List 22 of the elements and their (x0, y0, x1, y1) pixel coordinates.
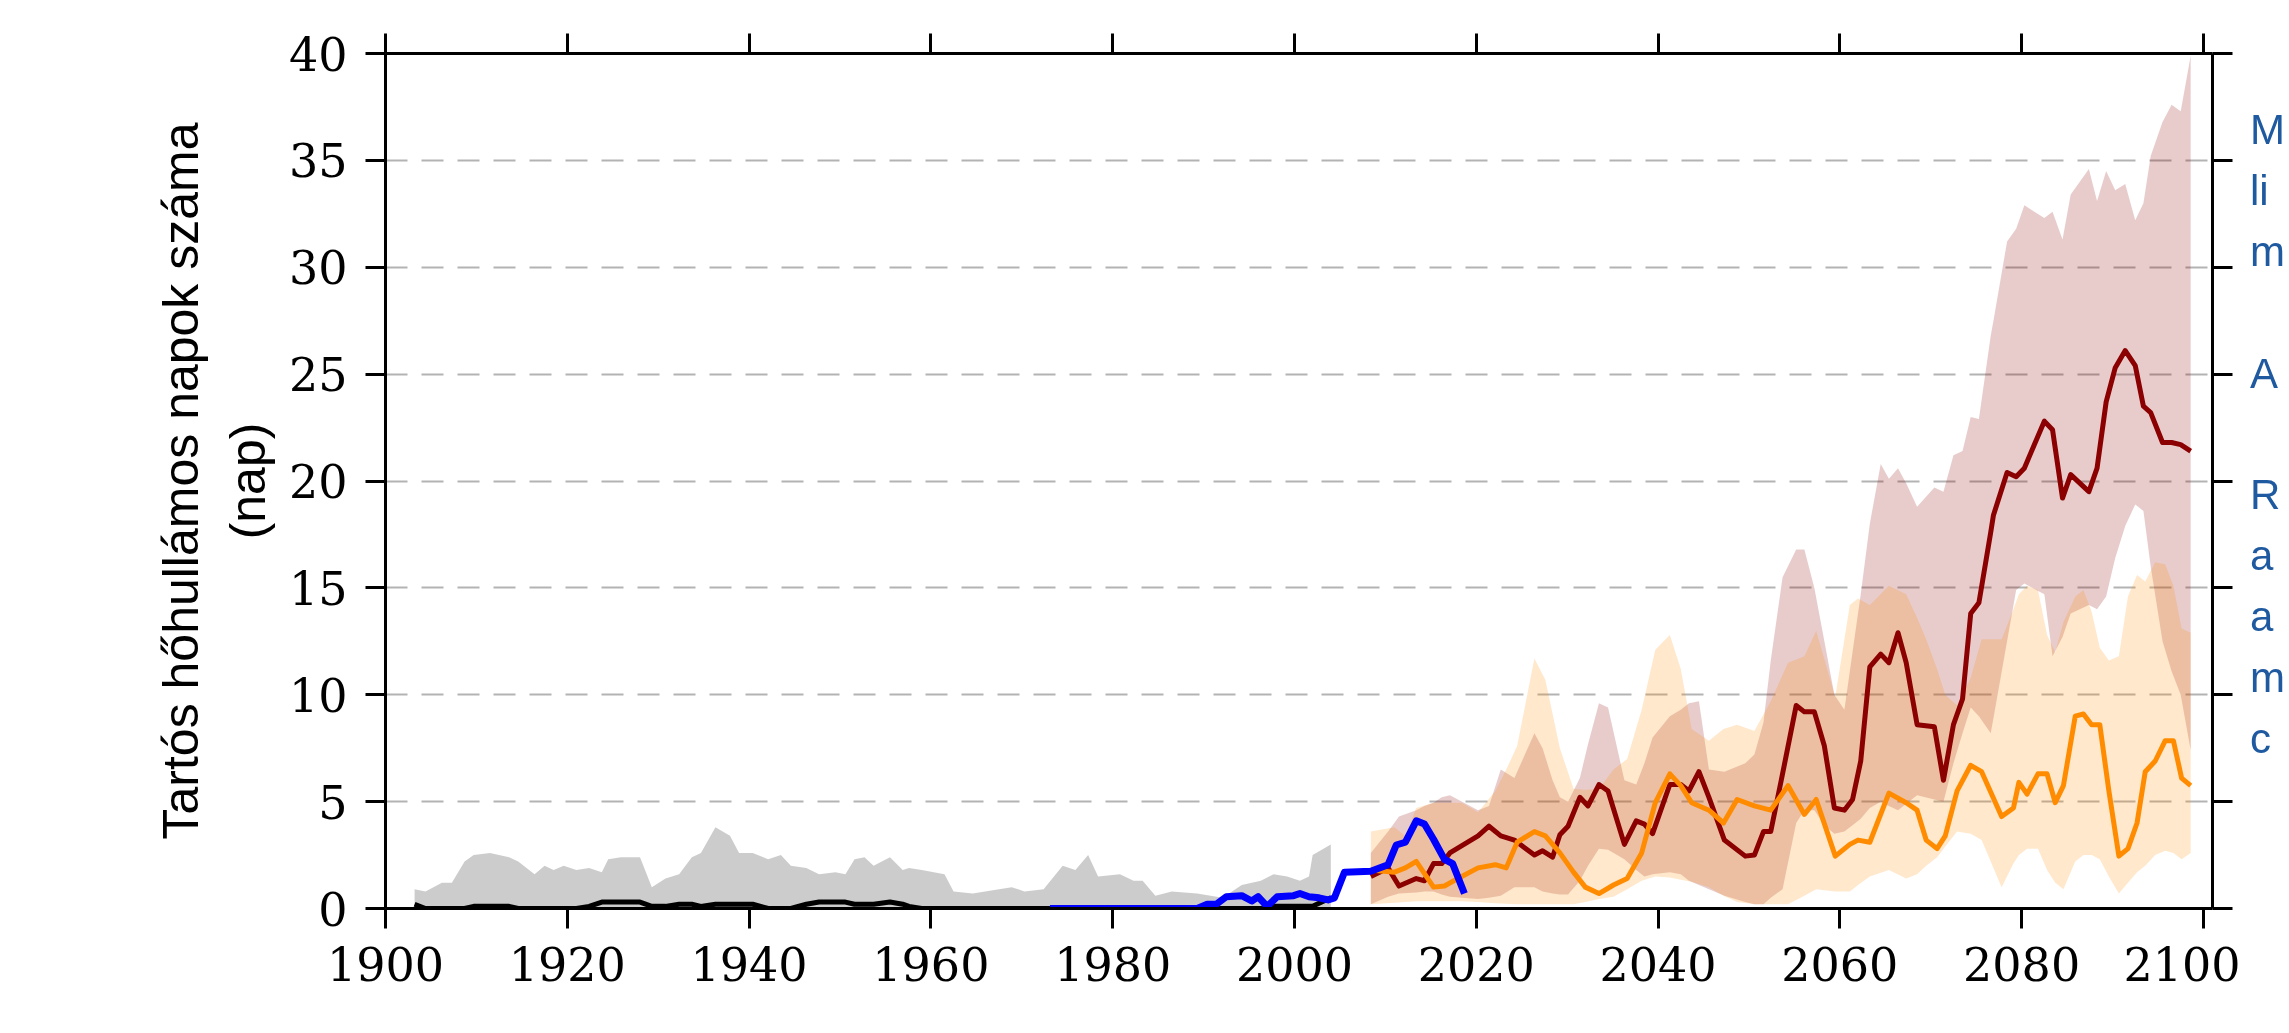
x-tick-label: 2040 (1599, 937, 1717, 992)
y-tick-label: 5 (318, 775, 348, 830)
x-tick-label: 2020 (1417, 937, 1535, 992)
y-tick-label: 35 (288, 134, 348, 189)
y-tick-label: 0 (318, 882, 348, 937)
x-tick-label: 2080 (1963, 937, 2081, 992)
x-tick-label: 2000 (1235, 937, 1353, 992)
y-tick-label: 30 (288, 241, 348, 296)
x-tick-label: 2100 (2123, 937, 2241, 992)
x-tick-label: 1960 (872, 937, 990, 992)
y-tick-label: 10 (288, 668, 348, 723)
x-tick-label: 2060 (1781, 937, 1899, 992)
y-tick-label: 15 (288, 561, 348, 616)
x-tick-label: 1980 (1054, 937, 1172, 992)
x-tick-label: 1900 (326, 937, 445, 992)
y-tick-label: 25 (288, 348, 348, 403)
x-tick-label: 1940 (690, 937, 808, 992)
text: M li m A R a a m c (2250, 106, 2285, 762)
y-tick-label: 20 (288, 455, 348, 509)
y-axis-title: Tartós hőhullámos napok száma (nap) (152, 122, 276, 840)
x-tick-label: 1920 (508, 937, 626, 992)
y-tick-label: 40 (288, 27, 348, 82)
